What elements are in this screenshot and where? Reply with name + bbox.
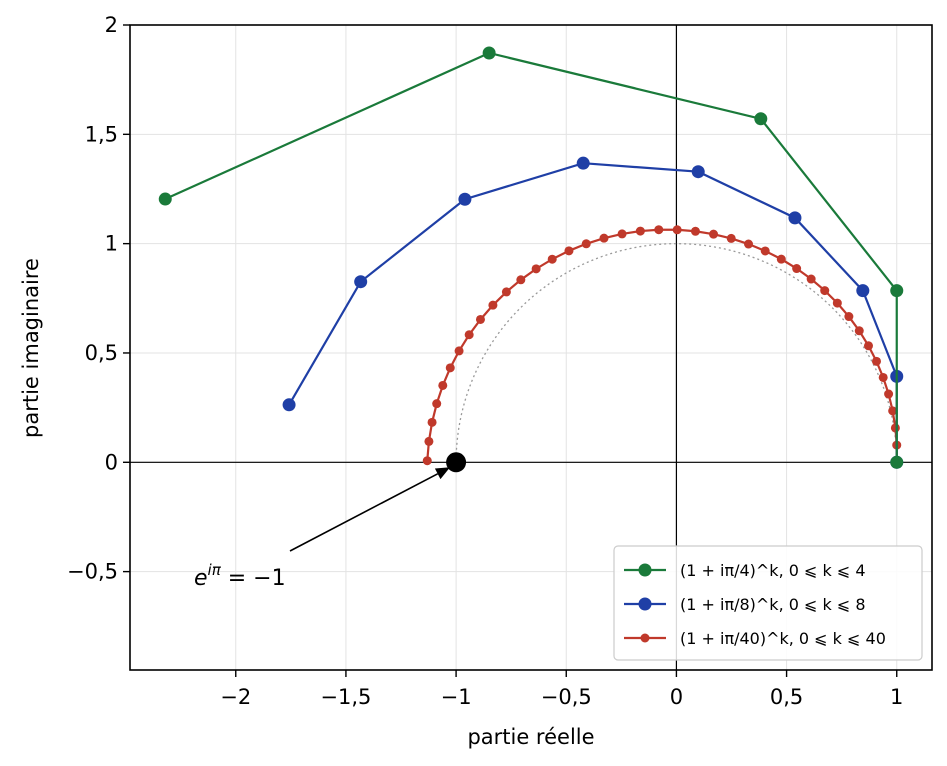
y-axis-label: partie imaginaire (19, 258, 43, 438)
series-point (454, 346, 464, 356)
x-tick-label: 0 (670, 685, 683, 709)
x-axis-label: partie réelle (467, 725, 594, 749)
y-tick-label: 0 (105, 450, 118, 474)
series-point (744, 239, 754, 249)
series-point (654, 225, 664, 235)
series-8 (282, 156, 904, 469)
series-point (445, 363, 455, 373)
series-point (427, 417, 437, 427)
annotation-arrow-head (434, 467, 451, 480)
y-tick-label: 1 (105, 232, 118, 256)
series-point (576, 156, 590, 170)
series-point (788, 211, 802, 225)
series-line (426, 228, 898, 463)
x-tick-label: −2 (220, 685, 251, 709)
series-point (871, 356, 881, 366)
series-point (501, 287, 511, 297)
legend-swatch-marker (638, 597, 652, 611)
series-40 (422, 225, 902, 467)
series-point (158, 192, 172, 206)
series-point (564, 246, 574, 256)
series-point (482, 46, 496, 60)
series-point (691, 165, 705, 179)
series-point (792, 264, 802, 274)
series-point (854, 326, 864, 336)
x-tick-label: −1,5 (320, 685, 371, 709)
annotation-arrow (289, 473, 439, 552)
x-ticks: −2 −1,5 −1 −0,5 0 0,5 1 (220, 670, 903, 709)
legend-swatch-marker (638, 563, 652, 577)
series-point (890, 455, 904, 469)
series-point (856, 284, 870, 298)
legend-label: (1 + iπ/4)^k, 0 ⩽ k ⩽ 4 (680, 561, 866, 580)
series-point (354, 275, 368, 289)
series-point (531, 264, 541, 274)
series-point (806, 274, 816, 284)
series-point (635, 226, 645, 236)
x-tick-label: −1 (441, 685, 472, 709)
y-tick-label: 0,5 (85, 341, 118, 365)
series-point (464, 330, 474, 340)
series-point (424, 436, 434, 446)
series-point (475, 314, 485, 324)
series-point (282, 398, 296, 412)
series-point (890, 284, 904, 298)
series-point (672, 225, 682, 235)
plot-frame (129, 24, 933, 671)
y-ticks: −0,5 0 0,5 1 1,5 2 (67, 13, 130, 584)
x-tick-label: −0,5 (541, 685, 592, 709)
y-tick-label: −0,5 (67, 560, 118, 584)
annotation-label: eiπ = −1 (194, 561, 286, 591)
annotation: eiπ = −1 (194, 452, 467, 591)
series-line (288, 162, 898, 463)
series-point (844, 312, 854, 322)
series-point (432, 399, 442, 409)
series-point (832, 298, 842, 308)
series-point (690, 226, 700, 236)
series-point (422, 456, 432, 466)
series-4 (158, 46, 904, 469)
series-point (884, 389, 894, 399)
annotation-point (446, 452, 467, 473)
series-layer (158, 46, 904, 469)
series-point (760, 246, 770, 256)
series-point (776, 254, 786, 264)
series-point (547, 254, 557, 264)
legend-label: (1 + iπ/8)^k, 0 ⩽ k ⩽ 8 (680, 595, 866, 614)
legend-swatch-marker (640, 633, 650, 643)
series-point (617, 229, 627, 239)
series-point (820, 286, 830, 296)
series-point (709, 229, 719, 239)
series-point (890, 423, 900, 433)
series-point (726, 233, 736, 243)
series-point (458, 192, 472, 206)
legend: (1 + iπ/4)^k, 0 ⩽ k ⩽ 4 (1 + iπ/8)^k, 0 ⩽… (613, 545, 923, 661)
series-point (888, 406, 898, 416)
series-point (516, 275, 526, 285)
y-tick-label: 1,5 (85, 122, 118, 146)
series-point (581, 239, 591, 249)
legend-box (613, 545, 923, 661)
series-point (599, 233, 609, 243)
x-tick-label: 1 (890, 685, 903, 709)
series-point (488, 300, 498, 310)
series-point (438, 380, 448, 390)
x-tick-label: 0,5 (770, 685, 803, 709)
series-point (878, 372, 888, 382)
y-tick-label: 2 (105, 13, 118, 37)
series-point (863, 341, 873, 351)
series-point (754, 112, 768, 126)
legend-label: (1 + iπ/40)^k, 0 ⩽ k ⩽ 40 (680, 629, 886, 648)
